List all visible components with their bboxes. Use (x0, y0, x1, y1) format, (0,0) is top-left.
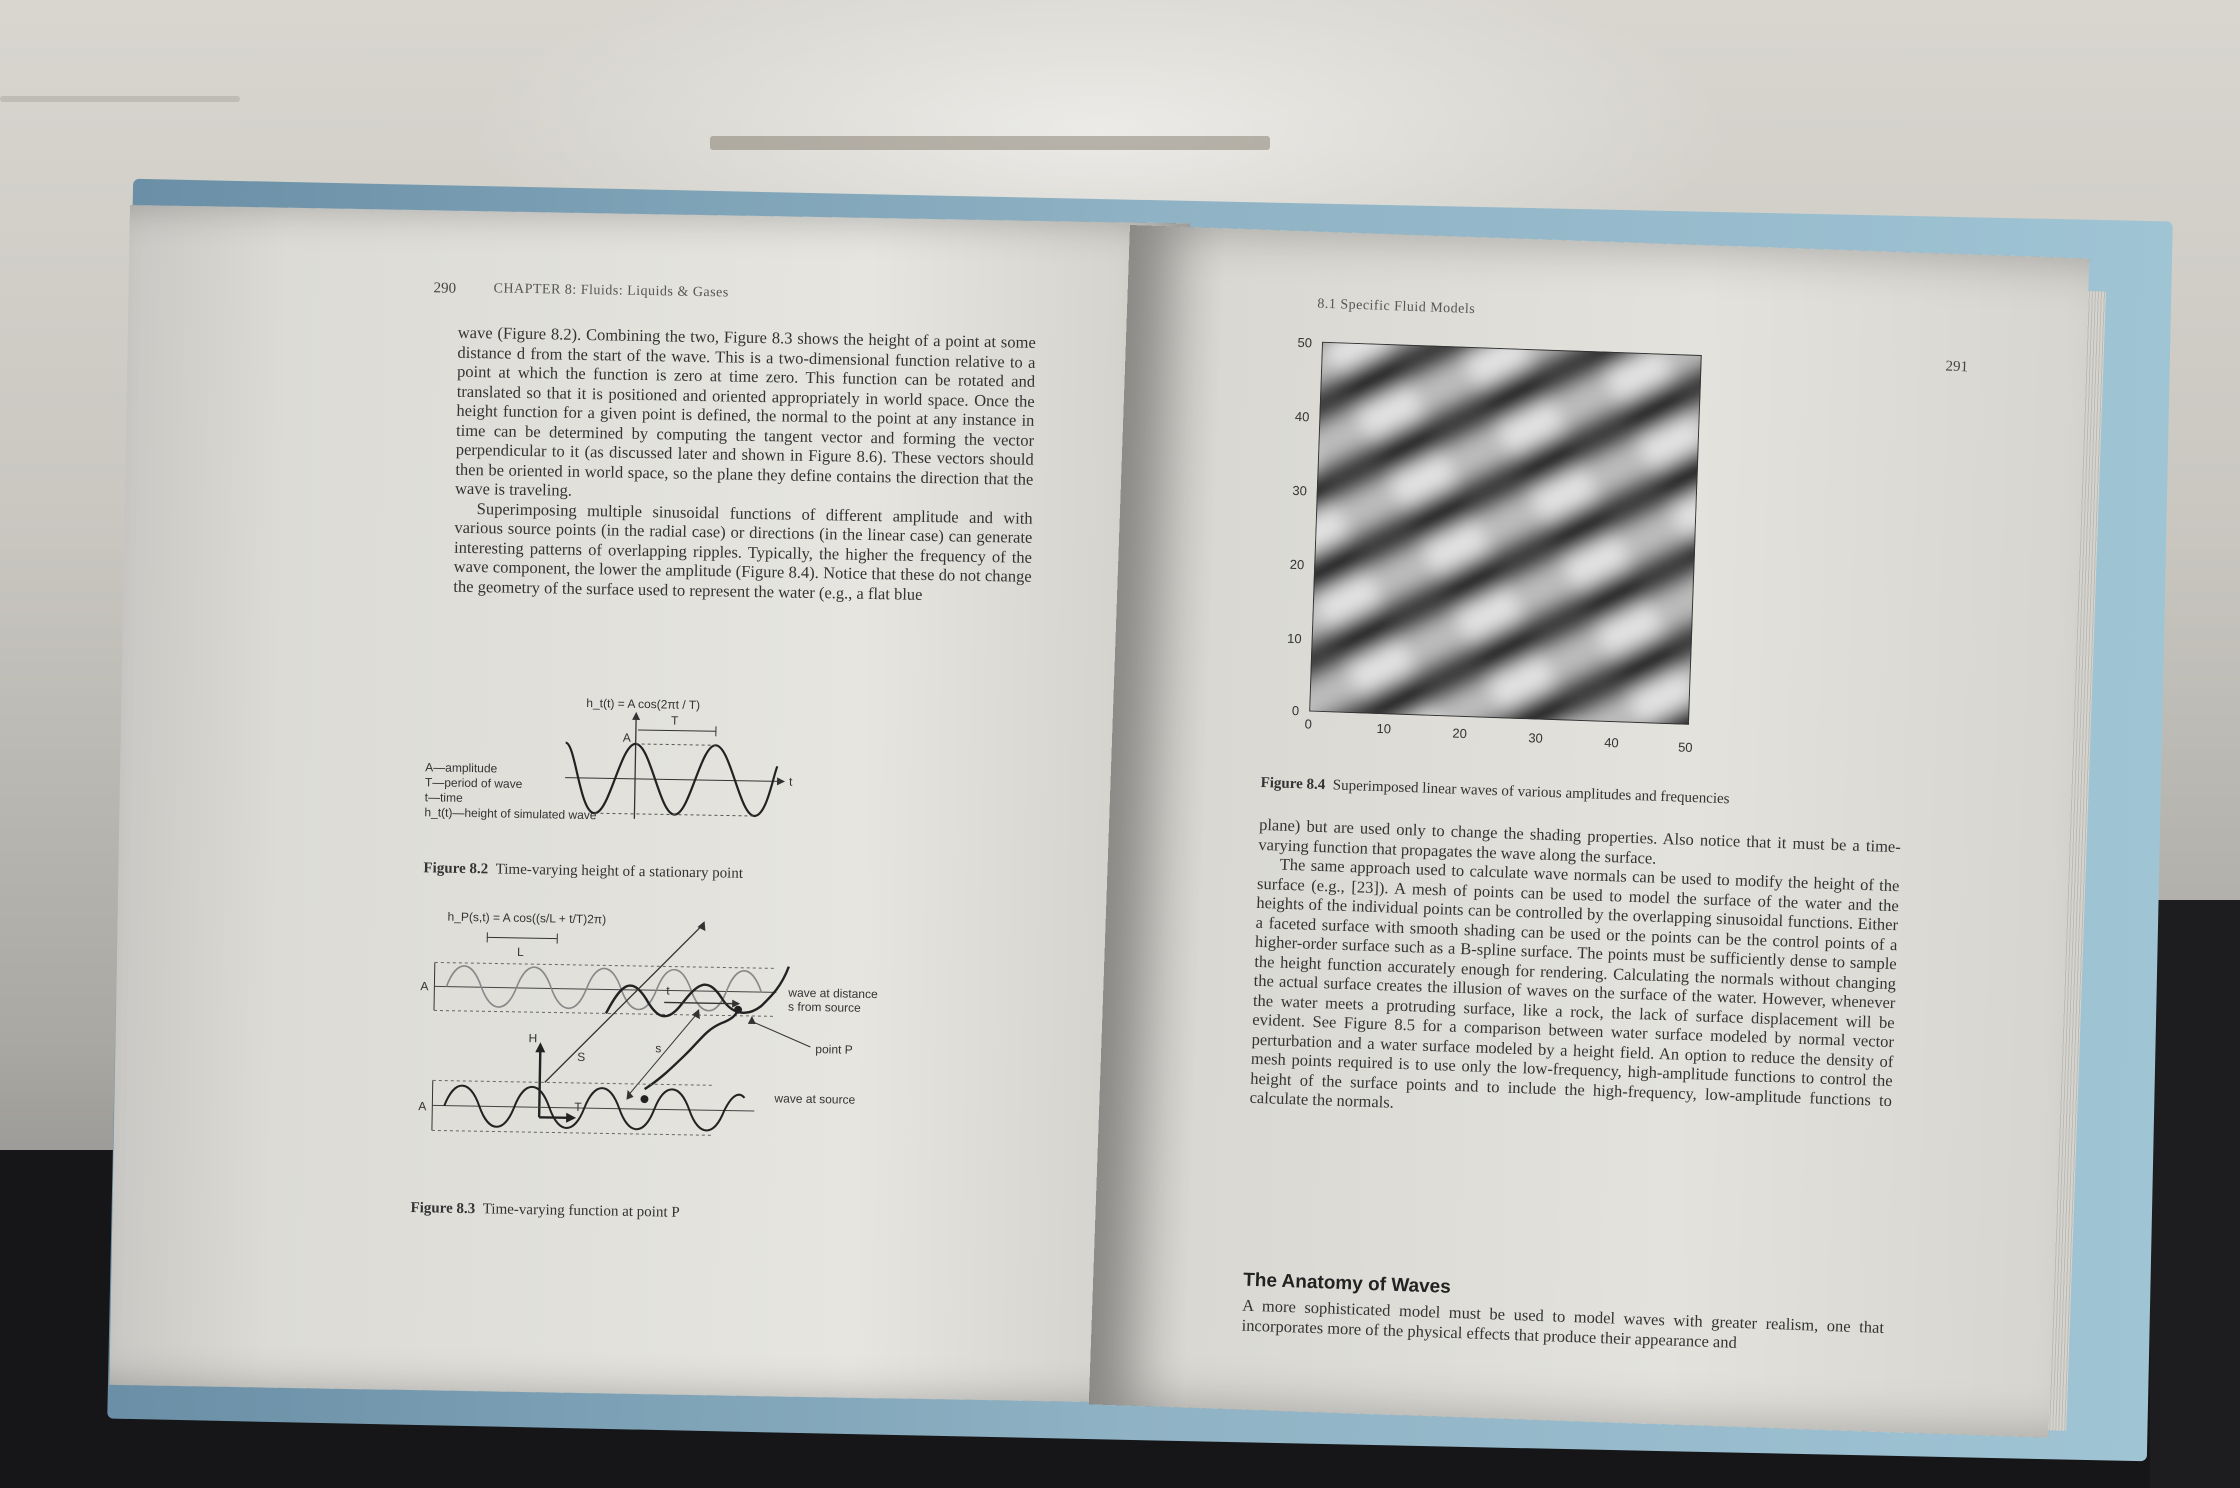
figure-8-2-label-t: t (789, 775, 793, 789)
figure-8-3-annotation-distance-1: wave at distance (787, 986, 878, 1002)
right-body-text: plane) but are used only to change the s… (1249, 815, 1901, 1130)
figure-8-2-caption: Figure 8.2 Time-varying height of a stat… (423, 860, 743, 883)
section-heading: The Anatomy of Waves (1242, 1269, 1452, 1298)
figure-8-3-top-guide (434, 961, 777, 969)
figure-8-3-label-H: H (528, 1031, 537, 1045)
arrowhead-icon (535, 1042, 546, 1053)
figure-8-3-top-axis (434, 985, 777, 993)
figure-8-3-formula: h_P(s,t) = A cos((s/L + t/T)2π) (448, 910, 607, 927)
figure-8-3-label-A-bottom: A (418, 1099, 426, 1113)
figure-8-3-bottom-top-guide (432, 1079, 715, 1086)
figure-8-3-caption-number: Figure 8.3 (410, 1200, 476, 1218)
figure-8-2-plot: h_t(t) = A cos(2πt / T) T A t (565, 696, 793, 819)
figure-8-3-label-t: t (666, 983, 670, 997)
figure-8-3-point-P-leader (750, 1020, 811, 1048)
figure-8-2-formula: h_t(t) = A cos(2πt / T) (586, 696, 700, 712)
x-tick-label: 50 (1677, 739, 1693, 755)
figure-8-2-label-A: A (623, 731, 631, 745)
figure-8-3-caption-text: Time-varying function at point P (482, 1201, 680, 1221)
arrowhead-icon (747, 1015, 756, 1025)
figure-8-3-plot: h_P(s,t) = A cos((s/L + t/T)2π) L A t S … (418, 910, 878, 1136)
figure-8-4-caption-number: Figure 8.4 (1260, 774, 1326, 794)
arrowhead-icon (732, 999, 741, 1008)
figure-8-3-label-A-top: A (420, 979, 428, 993)
figure-8-2-period-bracket (637, 729, 716, 732)
figure-8-2-label-T: T (671, 714, 679, 728)
left-running-head: CHAPTER 8: Fluids: Liquids & Gases (493, 281, 729, 301)
figure-8-3-H-axis (537, 1047, 542, 1118)
right-paragraph-2: The same approach used to calculate wave… (1249, 854, 1900, 1112)
y-tick-label: 30 (1292, 482, 1308, 499)
figure-8-3-time-arrow (664, 1001, 737, 1005)
arrowhead-icon (776, 777, 786, 786)
figure-8-3-label-T: T (574, 1100, 582, 1114)
y-tick-label: 50 (1297, 334, 1313, 351)
figure-8-3-label-S: S (577, 1050, 585, 1064)
wall-paint-streak (710, 136, 1270, 150)
x-tick-label: 10 (1376, 720, 1392, 737)
left-paragraph-2: Superimposing multiple sinusoidal functi… (453, 498, 1033, 604)
figure-8-3-wavelength-bracket (487, 936, 558, 940)
figure-8-4-caption: Figure 8.4 Superimposed linear waves of … (1260, 775, 1729, 808)
figure-8-2-trough-guide (594, 812, 755, 817)
right-page: 8.1 Specific Fluid Models 291 50 40 30 2… (1088, 225, 2090, 1438)
figure-8-2-x-axis (565, 777, 781, 782)
figure-8-2-caption-number: Figure 8.2 (423, 860, 489, 878)
figure-8-3-bottom-axis (432, 1104, 755, 1112)
figure-8-4: 50 40 30 20 10 0 (1272, 331, 1746, 767)
figure-8-3-distance-s (629, 1014, 697, 1095)
figure-8-3-caption: Figure 8.3 Time-varying function at poin… (410, 1200, 679, 1222)
figure-8-3-bottom-bottom-guide (431, 1129, 714, 1136)
shadow-area (2150, 900, 2240, 1488)
figure-8-2: A—amplitude T—period of wave t—time h_t(… (424, 690, 1047, 861)
x-tick-label: 40 (1603, 734, 1619, 751)
y-tick-label: 20 (1289, 556, 1305, 573)
figure-8-2-y-axis (633, 713, 637, 819)
x-tick-label: 30 (1528, 730, 1544, 746)
figure-8-3-bottom-guide (433, 1009, 776, 1017)
left-paragraph-1: wave (Figure 8.2). Combining the two, Fi… (454, 322, 1036, 500)
figure-8-3-point-P (734, 1005, 743, 1014)
figure-8-4-frame (1309, 341, 1702, 725)
left-page: 290 CHAPTER 8: Fluids: Liquids & Gases w… (109, 205, 1190, 1404)
figure-8-3-annotation-distance-2: s from source (788, 1000, 861, 1015)
y-tick-label: 40 (1294, 408, 1310, 425)
figure-8-4-wave-pattern (1309, 341, 1702, 725)
arrowhead-icon (632, 711, 641, 720)
right-running-head: 8.1 Specific Fluid Models (1317, 296, 1476, 318)
figure-8-2-amplitude-guide (635, 743, 716, 746)
right-paragraph-3: A more sophisticated model must be used … (1241, 1295, 1885, 1352)
y-tick-label: 10 (1286, 630, 1302, 647)
left-body-text: wave (Figure 8.2). Combining the two, Fi… (453, 323, 1036, 606)
arrowhead-icon (626, 1089, 634, 1100)
arrowhead-icon (691, 1009, 700, 1020)
figure-8-3-annotation-point: point P (815, 1042, 853, 1057)
y-tick-label: 0 (1291, 702, 1300, 719)
arrowhead-icon (697, 921, 706, 932)
arrowhead-icon (566, 1112, 577, 1123)
figure-8-3-envelope-curve (604, 966, 790, 1018)
figure-8-3-label-s: s (655, 1041, 661, 1055)
right-body-text-after-heading: A more sophisticated model must be used … (1241, 1296, 1884, 1357)
figure-8-4-caption-text: Superimposed linear waves of various amp… (1332, 777, 1730, 808)
x-tick-label: 0 (1304, 716, 1313, 732)
figure-8-4-y-ticks: 50 40 30 20 10 0 (1273, 331, 1316, 718)
figure-8-3-point-path (644, 1009, 740, 1091)
figure-8-3-annotation-source: wave at source (773, 1091, 855, 1106)
figure-8-4-interference-image (1309, 341, 1702, 725)
left-page-number: 290 (433, 280, 457, 297)
right-page-number: 291 (1945, 358, 1969, 376)
figure-8-2-caption-text: Time-varying height of a stationary poin… (495, 861, 744, 882)
wall-paint-streak (0, 96, 240, 102)
figure-8-3-label-L: L (517, 945, 524, 959)
figure-8-3-source-point (640, 1095, 649, 1104)
figure-8-3-source-wave (443, 1084, 746, 1132)
figure-8-3-direction-S (544, 924, 703, 1083)
figure-8-3-distant-wave (445, 965, 763, 1012)
x-tick-label: 20 (1452, 725, 1468, 742)
